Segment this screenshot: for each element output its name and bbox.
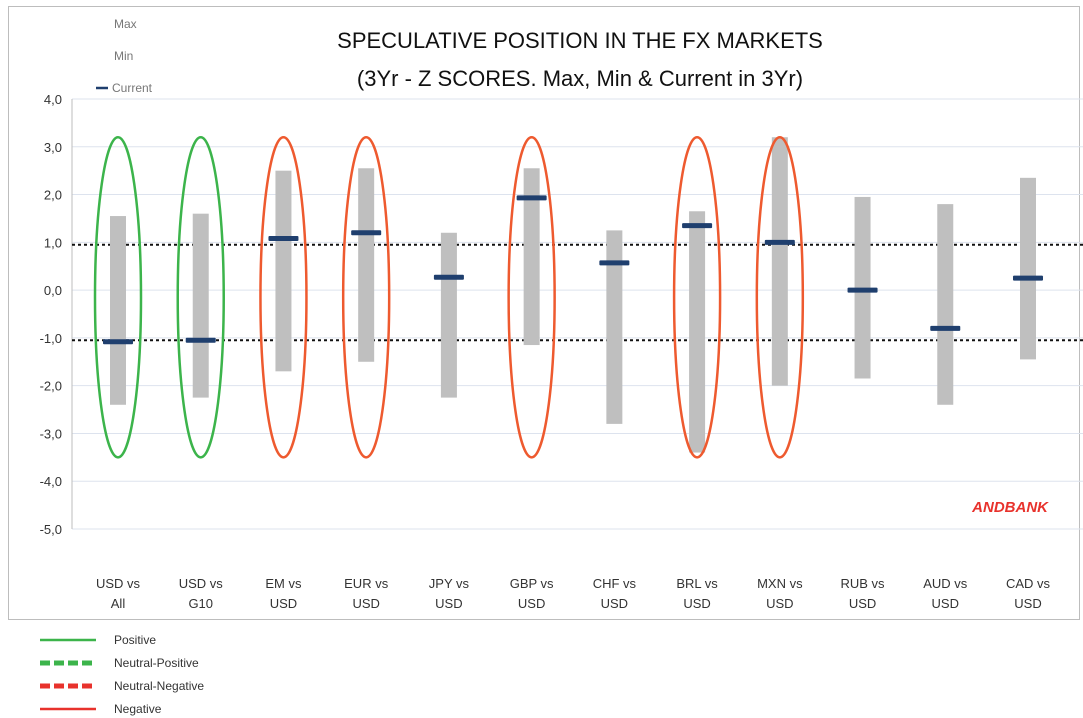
sentiment-legend-label: Neutral-Negative [114,679,204,693]
category-label: All [111,596,126,611]
sentiment-oval [93,135,143,459]
range-bar [523,168,540,346]
sentiment-oval [259,135,308,459]
range-bar [358,168,375,362]
category-label: USD [766,596,793,611]
current-marker [599,260,630,266]
category-label: USD [601,596,628,611]
current-marker [682,223,713,229]
category-label: USD [932,596,959,611]
range-bar [110,216,126,405]
sentiment-oval [507,135,556,459]
bars: USD vs All USD vs G10 EM vs USD EUR vs USD JPY v… [96,137,1051,611]
category-label: JPY vs [429,576,470,591]
legend-entry: Min [114,49,133,63]
category-label: USD [849,596,876,611]
category-label: MXN vs [757,576,803,591]
sentiment-oval [672,135,722,459]
category-label: CHF vs [593,576,637,591]
chart-legend: Max Min Current [96,17,153,95]
category-label: RUB vs [841,576,886,591]
current-marker [847,287,878,293]
chart-subtitle: (3Yr - Z SCORES. Max, Min & Current in 3… [357,66,803,91]
category-label: USD vs [96,576,141,591]
current-marker [764,239,795,245]
y-tick-label: -3,0 [40,426,62,441]
y-tick-label: 3,0 [44,140,62,155]
chart-frame [8,6,1080,620]
category-label: USD [518,596,545,611]
current-marker [433,274,464,280]
category-label: CAD vs [1006,576,1051,591]
category-label: USD vs [179,576,224,591]
range-bar [440,232,457,398]
sentiment-oval [341,135,391,459]
y-tick-label: -4,0 [40,474,62,489]
category-label: EM vs [265,576,302,591]
sentiment-legend-label: Positive [114,633,156,647]
category-label: BRL vs [676,576,718,591]
ovals [93,135,805,459]
y-tick-label: 0,0 [44,283,62,298]
category-label: USD [352,596,379,611]
current-marker [351,230,382,236]
y-tick-label: 2,0 [44,188,62,203]
y-tick-label: 1,0 [44,235,62,250]
range-bar [689,211,706,453]
category-label: USD [1014,596,1041,611]
sentiment-legend: Positive Neutral-Positive Neutral-Negative… [40,633,204,716]
y-tick-label: -2,0 [40,379,62,394]
category-label: AUD vs [923,576,968,591]
current-marker [103,339,133,345]
range-bar [192,213,209,398]
category-label: USD [435,596,462,611]
category-label: GBP vs [510,576,554,591]
sentiment-oval [755,135,805,459]
current-marker [268,236,299,242]
range-bar [771,137,788,386]
current-marker [1013,275,1043,281]
y-tick-label: -1,0 [40,331,62,346]
category-label: G10 [188,596,213,611]
category-label: USD [683,596,710,611]
current-marker [185,337,216,343]
source-label: ANDBANK [971,499,1049,516]
category-label: EUR vs [344,576,389,591]
legend-entry: Current [112,81,153,95]
category-label: USD [270,596,297,611]
grid: 4,0 3,0 2,0 1,0 0,0 -1,0 -2,0 -3,0 -4,0 -5,0 [40,92,1083,537]
sentiment-oval [176,135,225,459]
sentiment-legend-label: Negative [114,702,162,716]
chart-title: SPECULATIVE POSITION IN THE FX MARKETS [337,28,823,53]
current-marker [930,325,961,331]
range-bar [1020,177,1036,360]
range-bar [275,170,292,372]
legend-entry: Max [114,17,137,31]
sentiment-legend-label: Neutral-Positive [114,656,199,670]
y-tick-label: -5,0 [40,522,62,537]
y-tick-label: 4,0 [44,92,62,107]
current-marker [516,195,547,201]
range-bar [937,204,954,405]
range-bar [606,230,623,424]
